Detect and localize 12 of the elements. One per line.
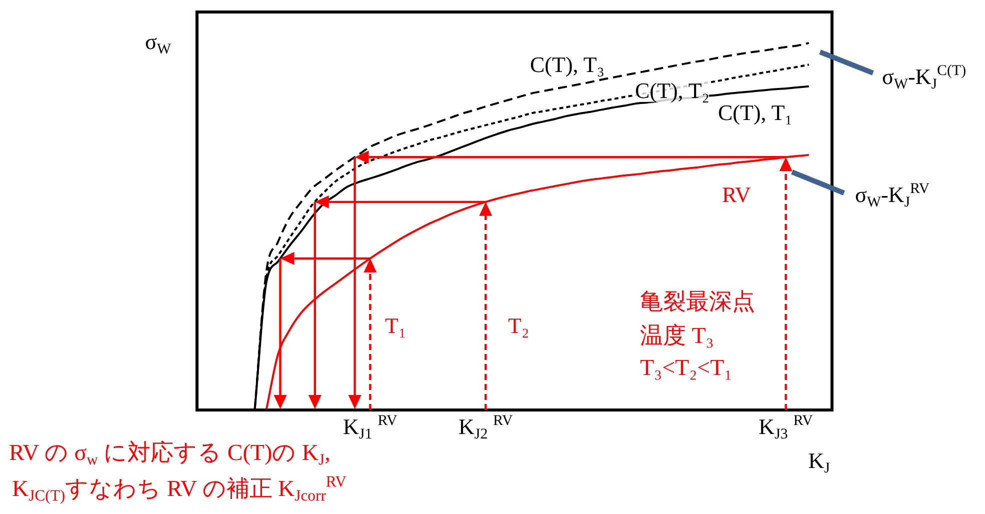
text: RV の σ$_{w}$ に対応する C(T)の K$_{J}$, [9,440,330,469]
x-axis-title: K$_{J}$ [808,448,830,476]
annotation: T₁ [385,313,406,338]
series-label: C(T), T₃ [530,52,604,77]
annotation: 温度 T₃ [640,323,714,348]
annotation: T₂ [508,313,530,338]
series-label: C(T), T₂ [635,78,710,103]
annotation: T₃<T₂<T₁ [640,355,732,380]
y-axis-title: σ$_{W}$ [145,29,171,58]
series-label: C(T), T₁ [718,100,792,125]
annotation: 亀裂最深点 [640,289,755,314]
series-label: RV [722,182,751,207]
